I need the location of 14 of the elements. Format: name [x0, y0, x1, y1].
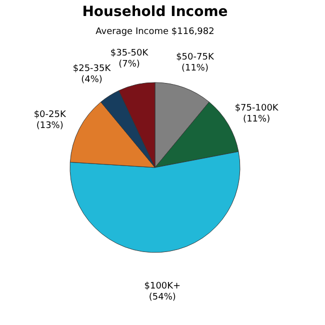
data-label: (11%) [181, 63, 208, 74]
data-label: (7%) [118, 59, 140, 70]
slice-label: $0-25K [34, 110, 67, 120]
slice-label: $100K+ [144, 281, 181, 292]
slice-label: $75-100K [234, 103, 280, 114]
data-label: (13%) [36, 120, 64, 131]
slice-label: $35-50K [110, 48, 150, 58]
chart-subtitle: Average Income $116,982 [96, 27, 214, 37]
slice-label: $50-75K [176, 52, 215, 62]
data-label: (11%) [243, 114, 270, 124]
slice-label: $25-35K [72, 64, 112, 74]
data-label: (4%) [81, 74, 102, 85]
data-label: (54%) [148, 292, 176, 302]
chart-title: Household Income [82, 4, 228, 20]
